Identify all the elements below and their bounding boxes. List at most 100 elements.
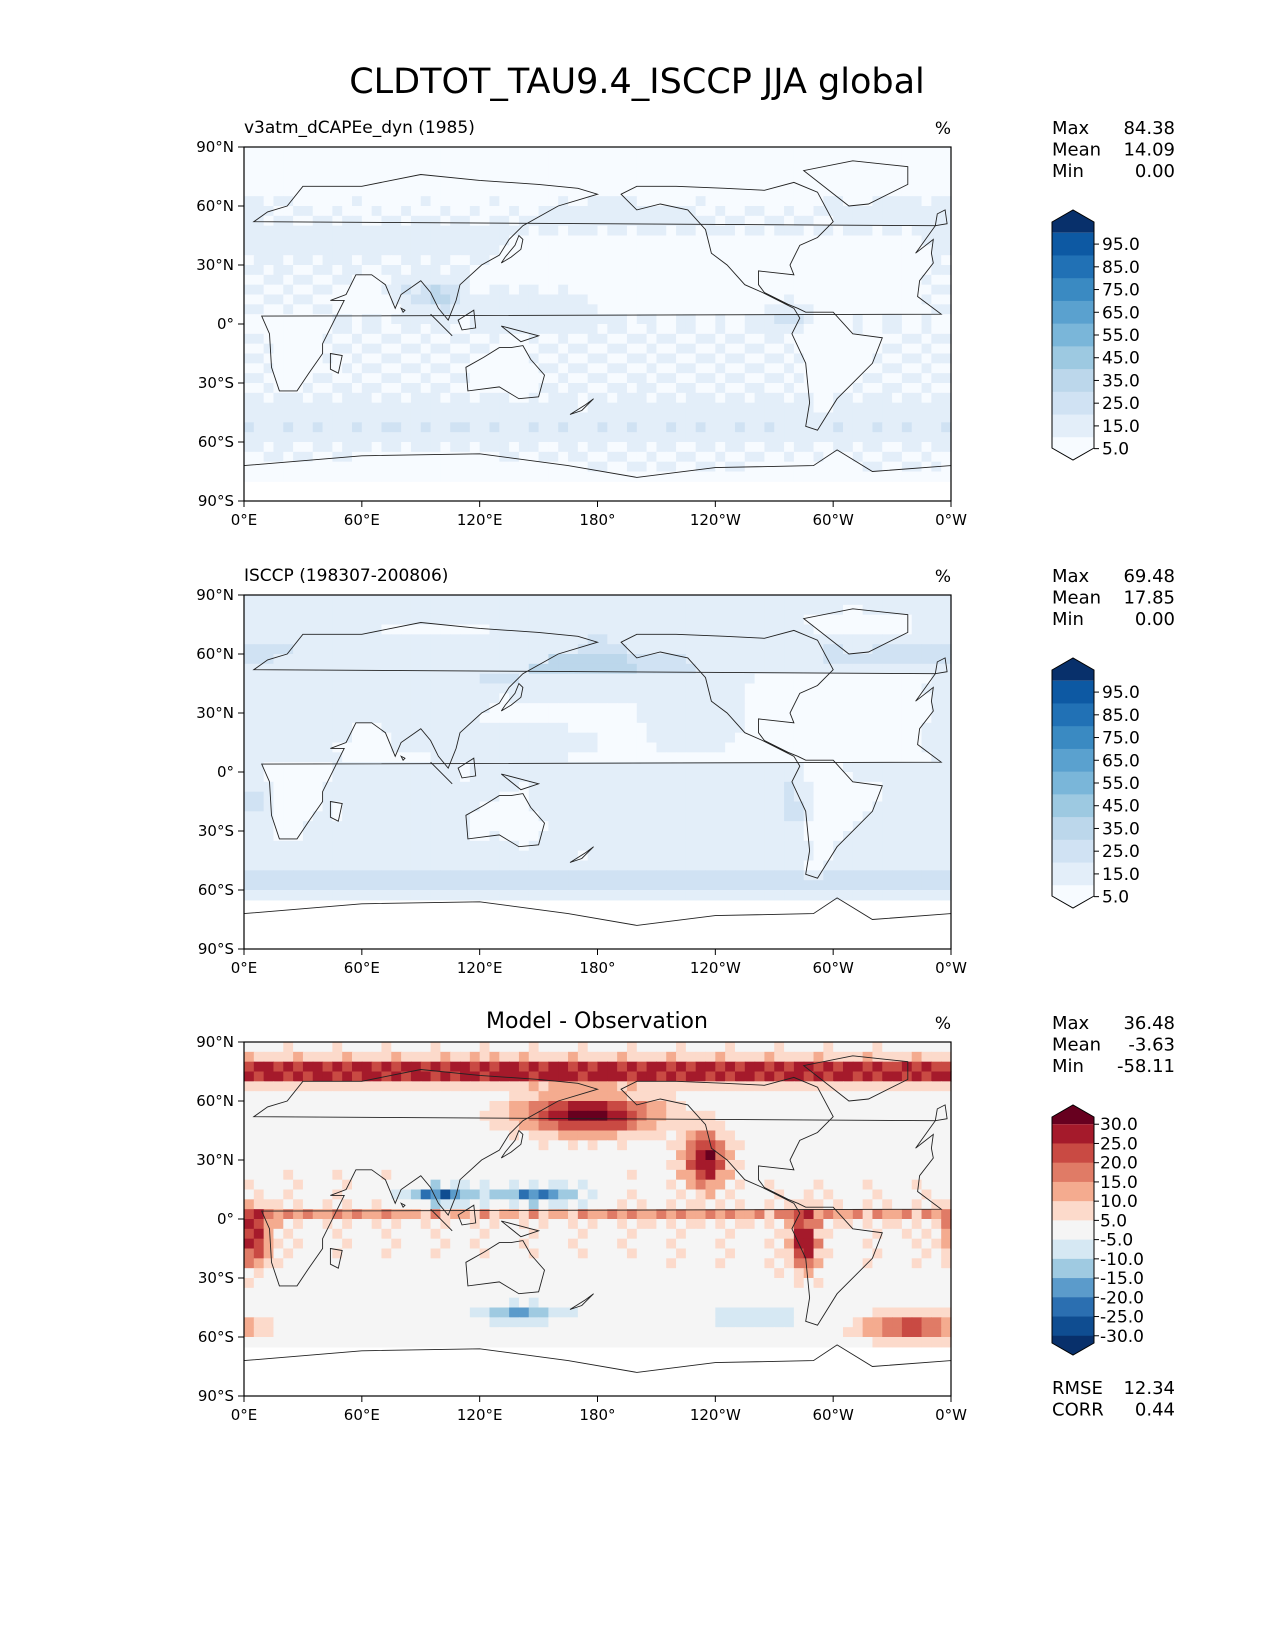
field-cell xyxy=(371,373,383,384)
field-cell xyxy=(263,176,275,187)
field-cell xyxy=(538,186,549,197)
field-cell xyxy=(833,412,844,423)
field-cell xyxy=(882,294,893,305)
field-cell xyxy=(479,634,491,645)
field-cell xyxy=(302,614,314,626)
field-cell xyxy=(901,821,913,832)
field-cell xyxy=(528,762,540,773)
field-cell xyxy=(892,373,903,384)
field-cell xyxy=(705,255,716,266)
field-cell xyxy=(646,304,658,315)
field-cell xyxy=(518,471,530,482)
field-cell xyxy=(793,156,805,168)
field-cell xyxy=(813,353,824,364)
field-cell xyxy=(371,294,383,305)
field-cell xyxy=(322,811,333,822)
field-cell xyxy=(587,683,599,694)
field-cell xyxy=(617,772,628,783)
field-cell xyxy=(626,284,638,296)
field-cell xyxy=(312,353,324,364)
field-cell xyxy=(803,693,815,704)
field-cell xyxy=(862,890,874,901)
field-cell xyxy=(754,752,766,763)
field-cell xyxy=(528,422,540,433)
field-cell xyxy=(617,442,628,453)
field-cell xyxy=(479,245,491,256)
field-cell xyxy=(518,614,530,626)
field-cell xyxy=(322,245,333,256)
field-cell xyxy=(312,343,324,355)
field-cell xyxy=(901,333,913,345)
field-cell xyxy=(568,304,579,315)
field-cell xyxy=(793,781,805,793)
field-cell xyxy=(646,722,658,734)
field-cell xyxy=(538,274,549,286)
field-cell xyxy=(568,284,579,296)
field-cell xyxy=(253,215,265,227)
field-cell xyxy=(617,461,628,473)
field-cell xyxy=(253,850,265,862)
field-cell xyxy=(391,245,402,256)
field-cell xyxy=(715,196,726,207)
field-cell xyxy=(489,703,500,714)
field-cell xyxy=(371,1042,383,1053)
field-cell xyxy=(312,693,324,704)
field-cell xyxy=(489,604,500,616)
field-cell xyxy=(499,442,510,453)
field-cell xyxy=(312,732,324,744)
field-cell xyxy=(479,1051,491,1063)
field-cell xyxy=(666,363,677,374)
field-cell xyxy=(489,732,500,744)
field-cell xyxy=(479,683,491,694)
field-cell xyxy=(244,324,255,335)
field-cell xyxy=(941,772,952,783)
field-cell xyxy=(558,811,569,822)
field-cell xyxy=(666,461,677,473)
field-cell xyxy=(528,722,540,734)
field-cell xyxy=(244,614,255,626)
field-cell xyxy=(715,451,726,463)
field-cell xyxy=(332,373,343,384)
field-cell xyxy=(499,752,510,763)
field-cell xyxy=(931,471,942,482)
field-cell xyxy=(666,284,677,296)
field-cell xyxy=(558,1042,569,1053)
field-cell xyxy=(263,1051,275,1063)
field-cell xyxy=(518,722,530,734)
field-cell xyxy=(371,255,383,266)
field-cell xyxy=(302,604,314,616)
field-cell xyxy=(597,422,608,433)
field-cell xyxy=(391,461,402,473)
field-cell xyxy=(548,860,559,871)
field-cell xyxy=(401,673,412,685)
field-cell xyxy=(842,781,854,793)
field-cell xyxy=(784,343,795,355)
field-cell xyxy=(302,461,314,473)
field-cell xyxy=(509,840,520,852)
field-cell xyxy=(469,451,481,463)
field-cell xyxy=(921,772,932,783)
field-cell xyxy=(941,860,952,871)
field-cell xyxy=(253,343,265,355)
field-cell xyxy=(440,412,451,423)
field-cell xyxy=(744,663,756,675)
field-cell xyxy=(401,713,412,724)
colorbar-label: 45.0 xyxy=(1102,797,1140,817)
field-cell xyxy=(715,215,726,227)
field-cell xyxy=(283,870,294,881)
field-cell xyxy=(558,225,569,237)
field-cell xyxy=(793,644,805,655)
field-cell xyxy=(744,850,756,862)
field-cell xyxy=(548,383,559,394)
field-cell xyxy=(577,176,589,187)
field-cell xyxy=(430,801,441,812)
field-cell xyxy=(352,432,363,443)
field-cell xyxy=(725,215,736,227)
field-cell xyxy=(636,801,648,812)
field-cell xyxy=(774,801,785,812)
field-cell xyxy=(685,713,697,724)
field-cell xyxy=(283,644,294,655)
field-cell xyxy=(322,166,333,178)
field-cell xyxy=(911,624,923,635)
field-cell xyxy=(695,713,707,724)
